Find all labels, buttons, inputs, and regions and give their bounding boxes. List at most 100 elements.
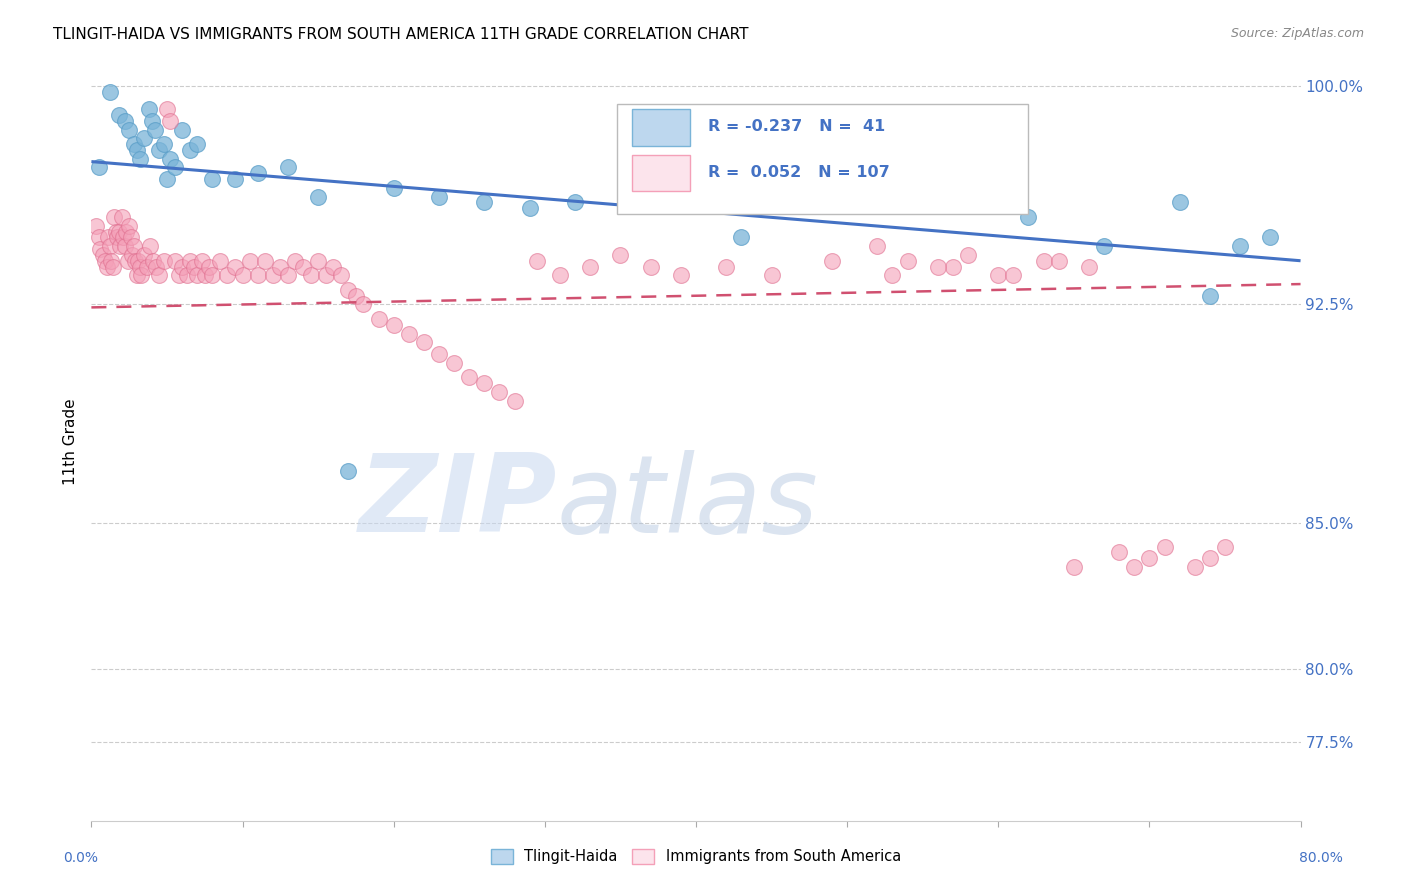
Point: [163, 253, 186, 268]
Point: [299, 268, 322, 283]
Point: [269, 260, 291, 274]
Point: [866, 239, 889, 253]
Point: [129, 268, 152, 283]
Point: [93, 248, 115, 262]
Point: [100, 253, 122, 268]
Point: [172, 260, 194, 274]
Point: [503, 393, 526, 408]
Point: [98, 85, 121, 99]
Point: [128, 152, 150, 166]
Point: [307, 253, 329, 268]
Text: ZIP: ZIP: [359, 450, 557, 555]
Point: [897, 253, 920, 268]
Point: [124, 253, 146, 268]
Point: [714, 260, 737, 274]
Point: [398, 326, 420, 341]
Point: [942, 260, 965, 274]
Point: [1198, 551, 1220, 566]
Point: [730, 230, 752, 244]
Point: [987, 268, 1010, 283]
Point: [427, 347, 450, 361]
Point: [159, 152, 181, 166]
Point: [122, 239, 145, 253]
Point: [1063, 560, 1085, 574]
Point: [138, 102, 160, 116]
Point: [488, 384, 510, 399]
Point: [179, 253, 201, 268]
Point: [179, 143, 201, 157]
Text: R =  0.052   N = 107: R = 0.052 N = 107: [709, 165, 890, 180]
Text: TLINGIT-HAIDA VS IMMIGRANTS FROM SOUTH AMERICA 11TH GRADE CORRELATION CHART: TLINGIT-HAIDA VS IMMIGRANTS FROM SOUTH A…: [53, 27, 749, 42]
Point: [367, 312, 389, 326]
Point: [1123, 560, 1146, 574]
Point: [1153, 540, 1175, 554]
FancyBboxPatch shape: [617, 104, 1029, 214]
Point: [1229, 239, 1251, 253]
Point: [121, 248, 143, 262]
Point: [1092, 239, 1115, 253]
Point: [190, 253, 212, 268]
Point: [112, 230, 135, 244]
Point: [167, 268, 190, 283]
Point: [153, 137, 176, 152]
Point: [322, 260, 344, 274]
Point: [176, 268, 198, 283]
Point: [640, 260, 662, 274]
Point: [1018, 210, 1040, 224]
Point: [148, 268, 170, 283]
Point: [198, 260, 221, 274]
Text: 0.0%: 0.0%: [63, 851, 98, 865]
Point: [382, 181, 405, 195]
Point: [136, 260, 159, 274]
Point: [87, 161, 110, 175]
Text: 80.0%: 80.0%: [1299, 851, 1343, 865]
Point: [114, 113, 136, 128]
FancyBboxPatch shape: [631, 110, 690, 145]
Point: [142, 253, 165, 268]
Point: [1198, 289, 1220, 303]
Point: [224, 260, 246, 274]
Point: [337, 283, 360, 297]
Point: [194, 268, 217, 283]
Point: [1168, 195, 1191, 210]
Point: [156, 172, 179, 186]
Point: [186, 137, 208, 152]
Point: [548, 268, 571, 283]
Point: [443, 356, 465, 370]
Point: [148, 143, 170, 157]
Point: [956, 248, 979, 262]
Point: [292, 260, 315, 274]
Point: [315, 268, 337, 283]
Point: [87, 230, 110, 244]
Point: [277, 161, 299, 175]
Point: [761, 268, 783, 283]
Point: [1077, 260, 1099, 274]
Point: [183, 260, 205, 274]
Point: [472, 376, 495, 391]
Point: [103, 210, 125, 224]
Point: [1139, 551, 1161, 566]
Point: [127, 253, 149, 268]
Point: [139, 239, 162, 253]
Point: [337, 464, 360, 478]
Point: [128, 260, 150, 274]
Point: [107, 108, 129, 122]
Point: [1002, 268, 1025, 283]
Point: [472, 195, 495, 210]
Point: [107, 225, 129, 239]
Point: [262, 268, 284, 283]
Point: [284, 253, 307, 268]
Point: [163, 161, 186, 175]
Point: [307, 189, 329, 203]
Point: [115, 225, 138, 239]
Text: Source: ZipAtlas.com: Source: ZipAtlas.com: [1230, 27, 1364, 40]
Point: [382, 318, 405, 332]
Point: [564, 195, 586, 210]
Legend: Tlingit-Haida, Immigrants from South America: Tlingit-Haida, Immigrants from South Ame…: [485, 843, 907, 871]
Point: [201, 172, 224, 186]
Point: [111, 210, 132, 224]
FancyBboxPatch shape: [631, 155, 690, 191]
Point: [882, 268, 904, 283]
Point: [94, 253, 117, 268]
Point: [458, 370, 481, 384]
